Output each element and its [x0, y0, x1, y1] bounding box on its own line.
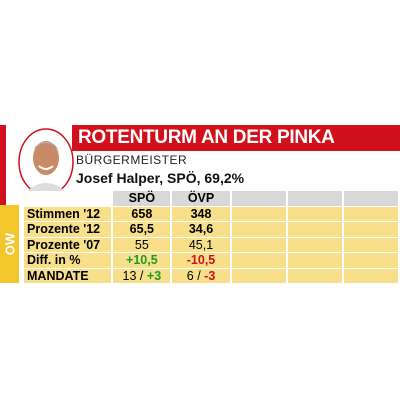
column-header: ÖVP	[172, 191, 230, 206]
row: Prozente '12 65,5 34,6	[24, 222, 398, 237]
column-header: SPÖ	[113, 191, 171, 206]
title: ROTENTURM AN DER PINKA	[72, 125, 400, 151]
cell-part: /	[139, 268, 144, 283]
cell-value: 348	[190, 206, 212, 221]
cell: +10,5	[113, 253, 171, 268]
cell-value: 45,1	[188, 237, 214, 252]
row-label: Prozente '07	[24, 237, 112, 252]
results-table: SPÖ ÖVP Stimmen '12 658 348 Prozente '12 65,5…	[22, 190, 400, 284]
portrait	[18, 128, 74, 196]
empty-cell	[287, 222, 342, 237]
row-label: MANDATE	[24, 268, 112, 283]
cell-value: 55	[134, 237, 149, 252]
row-label: Stimmen '12	[24, 206, 112, 221]
cell: -10,5	[172, 253, 230, 268]
header-row: SPÖ ÖVP	[24, 191, 398, 206]
red-strip	[0, 125, 6, 205]
subtitle: BÜRGERMEISTER	[76, 153, 188, 167]
cell: 65,5	[113, 222, 171, 237]
cell-part: -3	[204, 268, 216, 283]
cell: 13 / +3	[113, 268, 171, 283]
cell-part: /	[197, 268, 201, 283]
empty-cell	[287, 237, 342, 252]
cell-part: +3	[146, 268, 162, 283]
empty-cell	[343, 206, 398, 221]
cell: 6 / -3	[172, 268, 230, 283]
row: Diff. in % +10,5 -10,5	[24, 253, 398, 268]
row: Stimmen '12 658 348	[24, 206, 398, 221]
empty-cell	[343, 222, 398, 237]
row-label: Diff. in %	[24, 253, 112, 268]
row: Prozente '07 55 45,1	[24, 237, 398, 252]
cell-value: 65,5	[129, 222, 155, 236]
empty-cell	[287, 253, 342, 268]
side-label-box: OW	[0, 205, 19, 283]
empty-cell	[231, 206, 286, 221]
side-label: OW	[2, 232, 17, 256]
empty-cell	[343, 253, 398, 268]
row: MANDATE 13 / +3 6 / -3	[24, 268, 398, 283]
cell: 55	[113, 237, 171, 252]
cell-value: -10,5	[186, 253, 216, 267]
cell-part: 13	[122, 268, 137, 283]
cell: 658	[113, 206, 171, 221]
empty-cell	[343, 237, 398, 252]
empty-cell	[287, 268, 342, 283]
empty-cell	[231, 253, 286, 268]
cell: 45,1	[172, 237, 230, 252]
empty-cell	[231, 268, 286, 283]
mayor: Josef Halper, SPÖ, 69,2%	[76, 170, 245, 186]
cell-value: +10,5	[126, 253, 158, 267]
cell-part: 6	[186, 268, 194, 283]
cell: 348	[172, 206, 230, 221]
cell-value: 34,6	[188, 222, 214, 236]
cell-value: 658	[131, 206, 153, 221]
empty-cell	[343, 268, 398, 283]
empty-cell	[231, 222, 286, 237]
empty-cell	[287, 206, 342, 221]
empty-cell	[231, 237, 286, 252]
cell: 34,6	[172, 222, 230, 237]
row-label: Prozente '12	[24, 222, 112, 237]
